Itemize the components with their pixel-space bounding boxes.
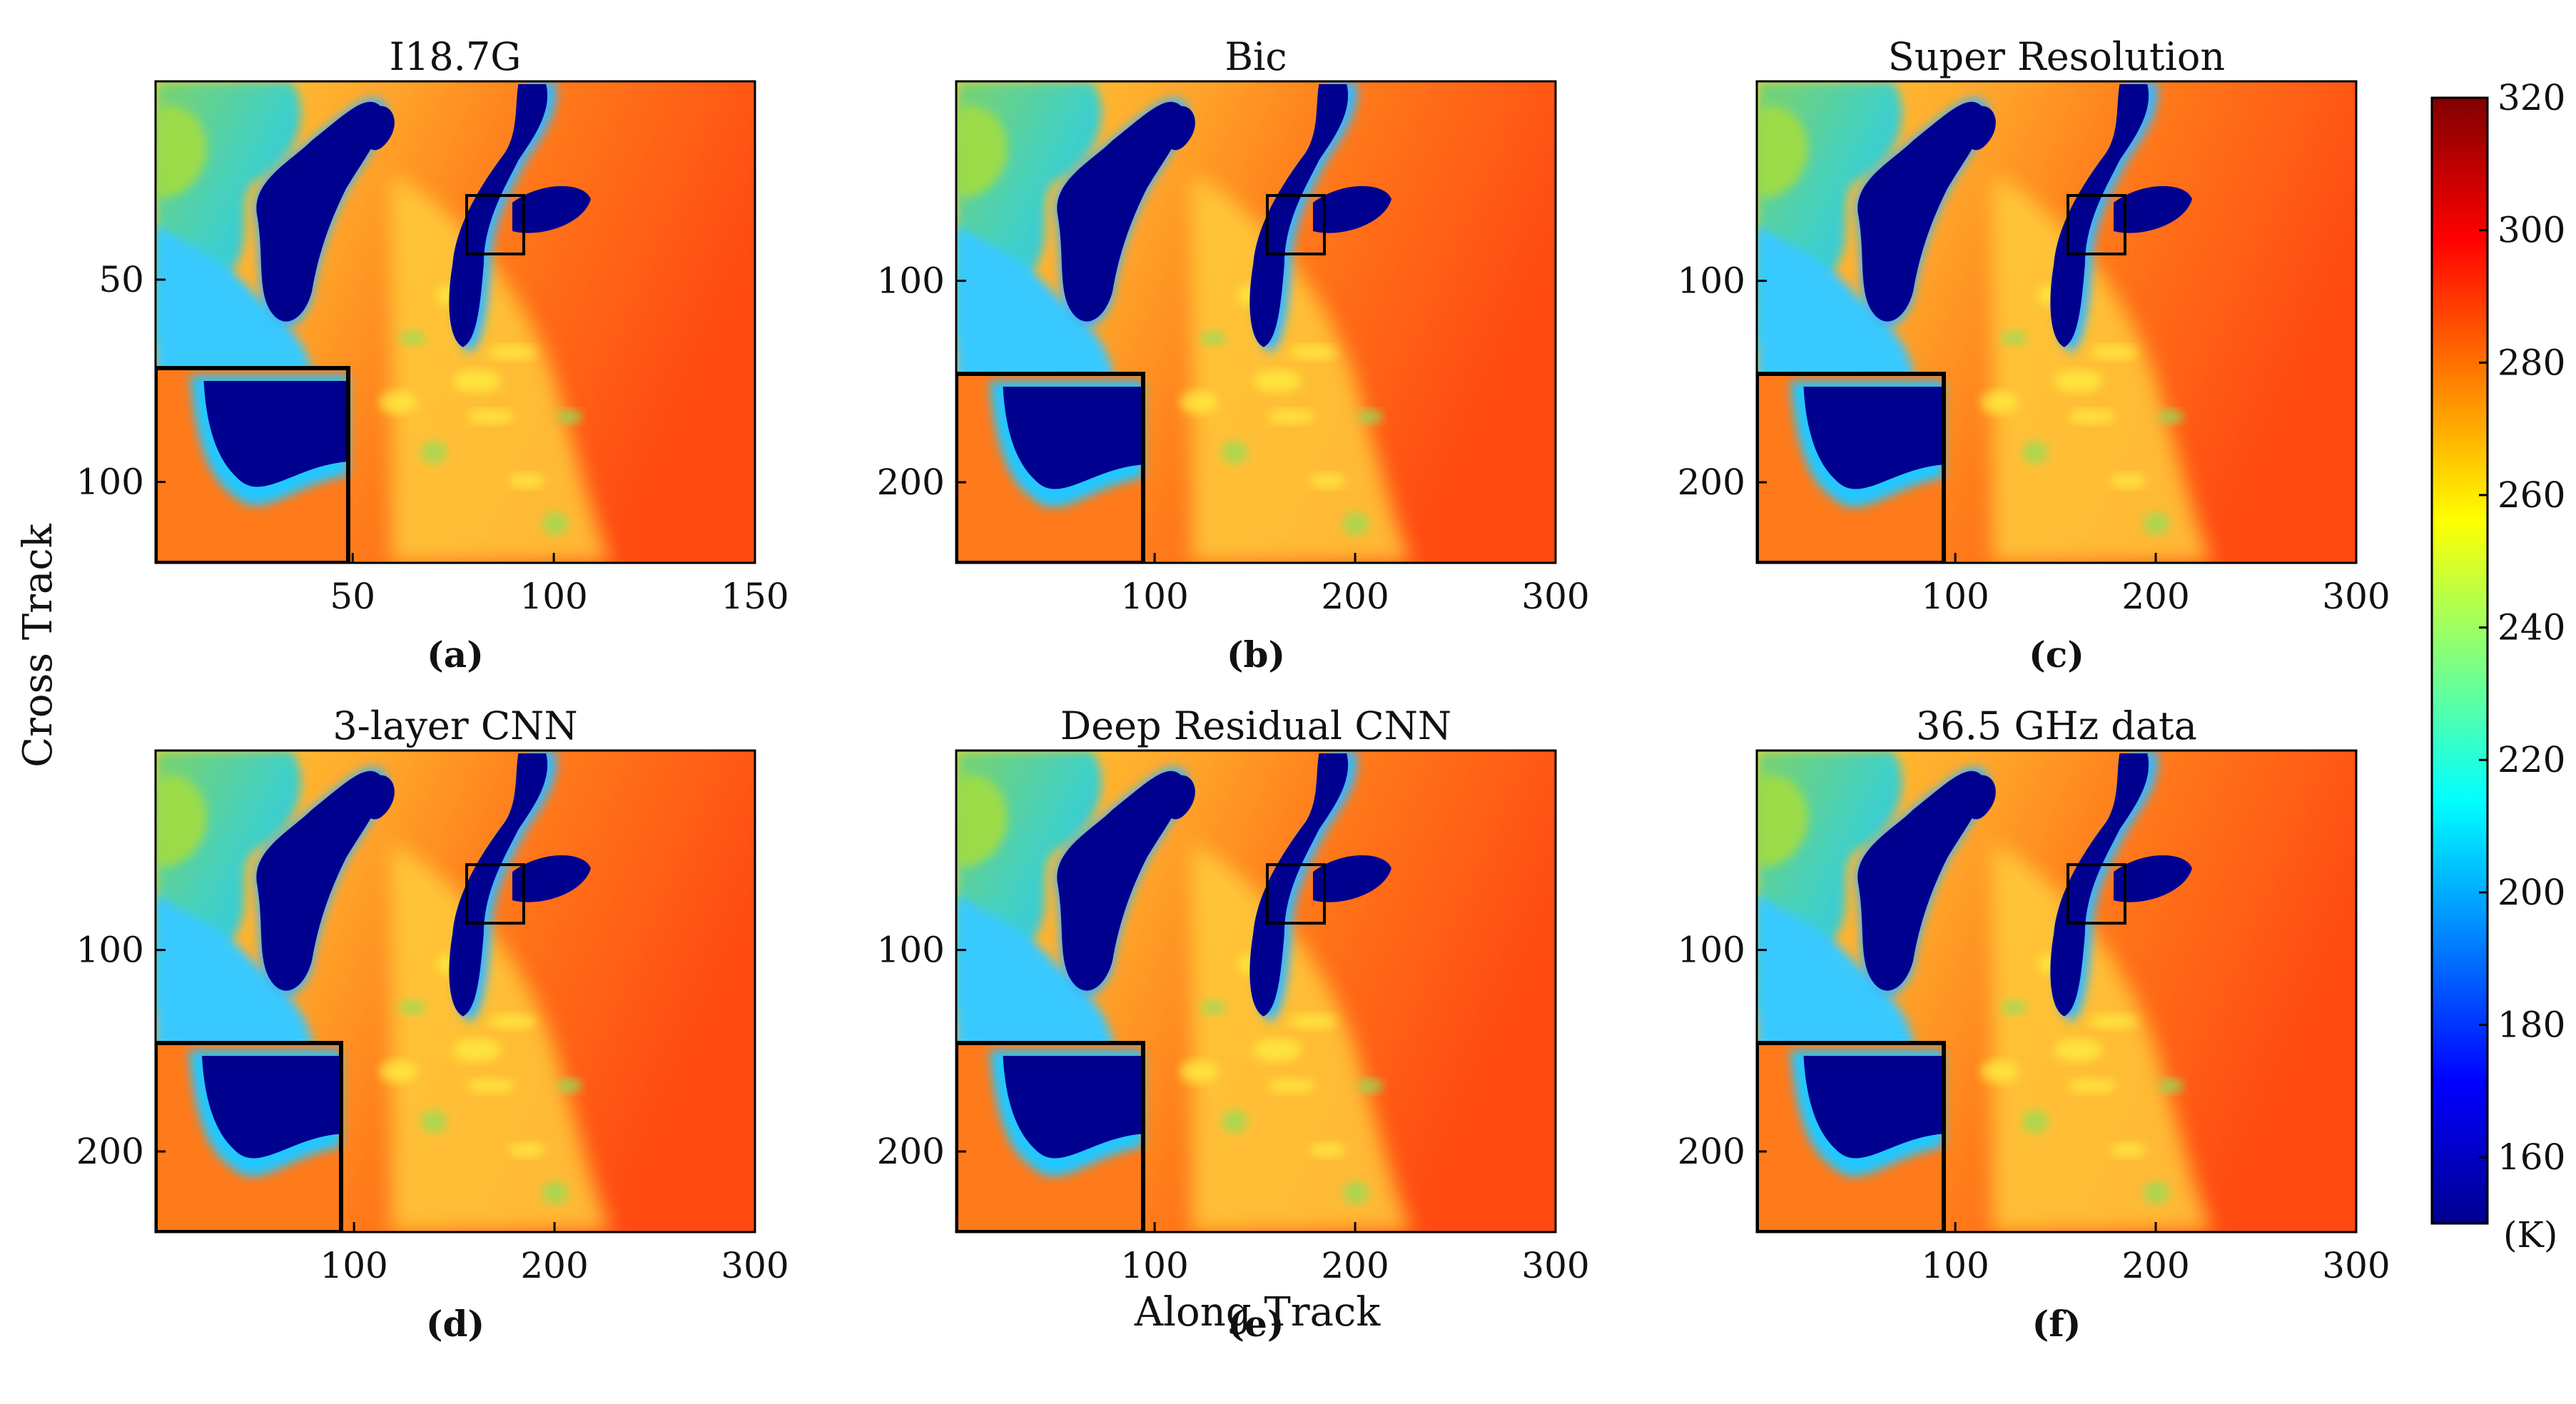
panel-d: 3-layer CNN 100 200 300 100 200 (d): [76, 703, 789, 1345]
x-tick-label: 200: [1321, 1245, 1389, 1286]
colorbar-tick-label: 260: [2498, 474, 2565, 516]
subfigure-label: (b): [1227, 634, 1285, 676]
y-tick-label: 200: [1678, 1131, 1745, 1172]
x-tick-label: 100: [320, 1245, 387, 1286]
x-tick-label: 100: [1120, 1245, 1188, 1286]
y-tick-label: 50: [98, 259, 144, 300]
y-tick-label: 100: [1678, 260, 1745, 302]
colorbar: 160 180 200 220 240 260 280 300 320 (K): [2430, 77, 2565, 1256]
axes-frame: [1755, 80, 2358, 564]
y-tick-label: 200: [1678, 462, 1745, 503]
subfigure-label: (d): [426, 1303, 485, 1345]
axes-frame: [154, 80, 756, 564]
heatmap-image: [956, 751, 1556, 1232]
subfigure-label: (e): [1227, 1303, 1284, 1345]
x-tick-label: 50: [330, 576, 375, 617]
x-tick-label: 200: [1321, 576, 1389, 617]
heatmap-image: [1757, 751, 2356, 1232]
axes-frame: [1755, 749, 2358, 1233]
subfigure-label: (c): [2029, 634, 2084, 676]
x-tick-label: 300: [1521, 576, 1589, 617]
x-tick-label: 300: [2322, 576, 2390, 617]
heatmap-image: [156, 751, 755, 1232]
x-tick-label: 100: [1921, 576, 1989, 617]
colorbar-unit: (K): [2503, 1214, 2557, 1256]
y-tick-label: 100: [1678, 930, 1745, 971]
x-tick-label: 300: [2322, 1245, 2390, 1286]
panel-title: Bic: [1224, 34, 1287, 79]
x-tick-label: 100: [1120, 576, 1188, 617]
panel-b: Bic 100 200 300 100 200 (b): [877, 34, 1590, 676]
colorbar-tick-label: 160: [2498, 1136, 2565, 1178]
panel-f: 36.5 GHz data 100 200 300 100 200 (f): [1678, 703, 2390, 1345]
colorbar-tick-label: 300: [2498, 210, 2565, 251]
x-axis-label: Along Track: [1134, 1289, 1381, 1336]
x-tick-label: 100: [1921, 1245, 1989, 1286]
panel-title: Super Resolution: [1888, 34, 2225, 79]
panel-a: I18.7G 50 100 150 50 100 (a): [76, 34, 789, 676]
y-tick-label: 100: [76, 930, 144, 971]
panel-e: Deep Residual CNN 100 200 300 100 200 (e): [877, 703, 1590, 1345]
panel-title: 3-layer CNN: [333, 703, 577, 748]
axes-frame: [955, 749, 1557, 1233]
y-tick-label: 100: [877, 930, 945, 971]
axes-frame: [154, 749, 756, 1233]
panel-title: I18.7G: [390, 34, 522, 79]
y-tick-label: 200: [877, 462, 945, 503]
y-tick-label: 200: [877, 1131, 945, 1172]
colorbar-gradient: [2430, 96, 2489, 1225]
x-tick-label: 150: [721, 576, 788, 617]
heatmap-image: [956, 81, 1556, 563]
y-tick-label: 100: [76, 462, 144, 503]
subfigure-label: (a): [427, 634, 484, 676]
x-tick-label: 300: [721, 1245, 788, 1286]
x-tick-label: 100: [519, 576, 587, 617]
colorbar-tick-label: 240: [2498, 607, 2565, 648]
heatmap-image: [156, 81, 755, 563]
axes-frame: [955, 80, 1557, 564]
colorbar-tick-label: 220: [2498, 739, 2565, 780]
x-tick-label: 200: [2121, 1245, 2189, 1286]
panel-title: Deep Residual CNN: [1060, 703, 1451, 748]
y-tick-label: 100: [877, 260, 945, 302]
colorbar-tick-label: 180: [2498, 1004, 2565, 1046]
colorbar-tick-label: 200: [2498, 872, 2565, 913]
x-tick-label: 200: [2121, 576, 2189, 617]
colorbar-tick-label: 280: [2498, 342, 2565, 383]
panel-c: Super Resolution 100 200 300 100 200 (c): [1678, 34, 2390, 676]
colorbar-tick-label: 320: [2498, 77, 2565, 118]
y-axis-label: Cross Track: [15, 523, 61, 767]
subfigure-label: (f): [2032, 1303, 2081, 1345]
x-tick-label: 200: [520, 1245, 588, 1286]
x-tick-label: 300: [1521, 1245, 1589, 1286]
panel-title: 36.5 GHz data: [1916, 703, 2197, 748]
heatmap-image: [1757, 81, 2356, 563]
y-tick-label: 200: [76, 1131, 144, 1172]
